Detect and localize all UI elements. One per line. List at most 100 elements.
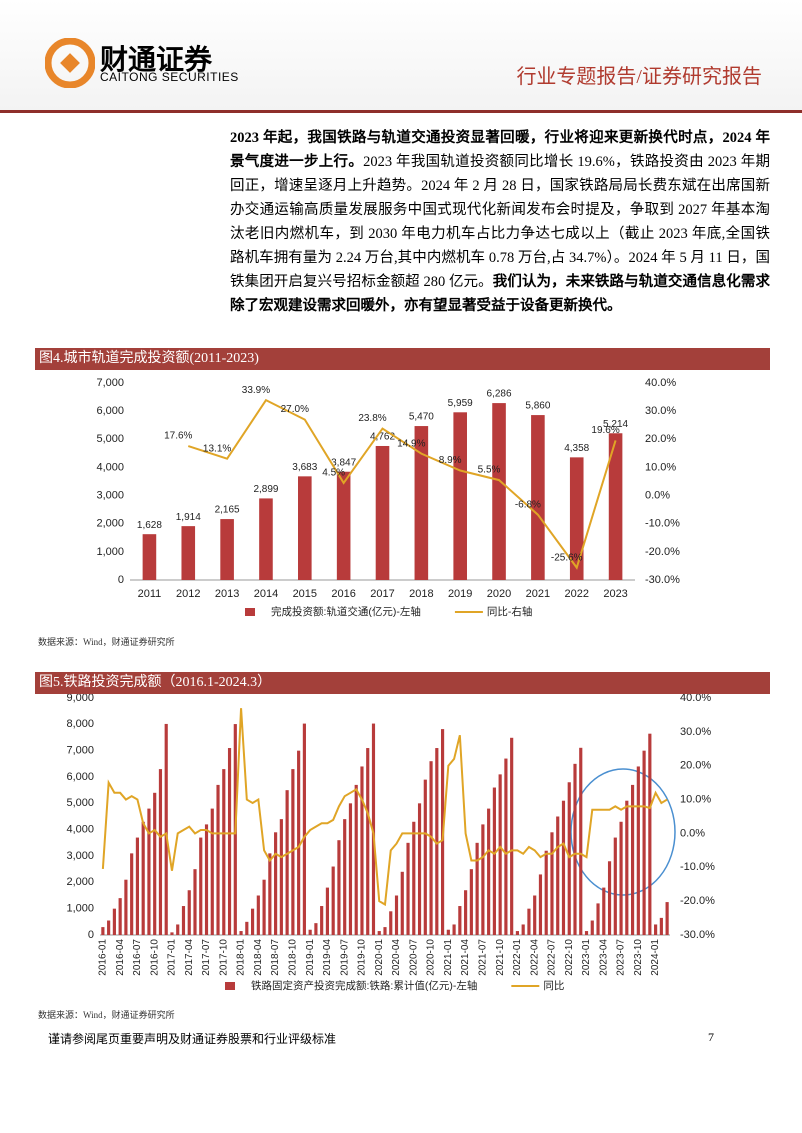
bar xyxy=(423,779,427,935)
legend-label: 铁路固定资产投资完成额:铁路:累计值(亿元)-左轴 xyxy=(251,979,477,992)
data-label: 5,860 xyxy=(525,401,550,412)
bar xyxy=(112,908,116,935)
logo-subtext: CAITONG SECURITIES xyxy=(100,70,239,84)
bar xyxy=(193,869,197,935)
x-tick-label: 2022-04 xyxy=(529,939,540,976)
bar xyxy=(268,853,272,935)
body-paragraph: 2023 年起，我国铁路与轨道交通投资显著回暖，行业将迎来更新换代时点，2024… xyxy=(230,126,770,318)
bar xyxy=(279,819,283,935)
data-label: 27.0% xyxy=(281,404,309,415)
bar xyxy=(625,800,629,935)
x-tick-label: 2024-01 xyxy=(650,939,661,976)
data-label: -6.8% xyxy=(515,499,541,510)
bar xyxy=(360,766,364,935)
x-tick-label: 2016-04 xyxy=(115,939,126,976)
bar xyxy=(654,924,658,935)
y2-tick-label: -20.0% xyxy=(645,546,680,558)
bar xyxy=(141,821,145,935)
data-label: 4,762 xyxy=(370,432,395,443)
bar xyxy=(538,874,543,935)
x-tick-label: 2018-01 xyxy=(236,939,247,976)
data-label: 3,847 xyxy=(331,457,356,468)
x-tick-label: 2020-04 xyxy=(391,939,402,976)
header-rule xyxy=(0,110,802,113)
bar xyxy=(343,819,347,935)
x-tick-label: 2019-04 xyxy=(322,939,333,976)
legend-label: 同比-右轴 xyxy=(487,605,533,618)
x-tick-label: 2020-07 xyxy=(408,939,419,976)
bar xyxy=(336,471,351,580)
bar xyxy=(412,821,416,935)
x-tick-label: 2023-10 xyxy=(633,939,644,976)
bar xyxy=(510,737,514,935)
bar xyxy=(216,784,220,935)
bar xyxy=(613,837,617,935)
text-run: 2023 年我国轨道投资额同比增长 19.6%，铁路投资由 2023 年期回正，… xyxy=(230,154,771,290)
x-tick-label: 2020-01 xyxy=(374,939,385,976)
bar xyxy=(607,861,612,935)
bar xyxy=(302,723,306,935)
bar xyxy=(608,433,623,580)
y-tick-label: 1,000 xyxy=(96,546,124,558)
x-tick-label: 2018 xyxy=(409,588,433,600)
x-tick-label: 2023-01 xyxy=(581,939,592,976)
data-label: -25.6% xyxy=(551,552,583,563)
data-label: 8.9% xyxy=(439,455,462,466)
bar xyxy=(659,917,663,935)
bar xyxy=(181,526,196,580)
legend-label: 同比 xyxy=(543,979,564,992)
x-tick-label: 2020-10 xyxy=(426,939,437,976)
bar xyxy=(648,733,652,935)
data-label: 3,683 xyxy=(292,462,317,473)
bar xyxy=(579,747,583,935)
bar xyxy=(584,931,589,935)
bar xyxy=(596,903,600,935)
bar xyxy=(158,769,163,935)
bar xyxy=(285,790,289,935)
bar xyxy=(453,412,467,580)
bar xyxy=(130,853,134,935)
data-label: 5,959 xyxy=(448,398,473,409)
x-tick-label: 2013 xyxy=(215,588,239,600)
footer-disclaimer: 谨请参阅尾页重要声明及财通证券股票和行业评级标准 xyxy=(48,1032,337,1046)
bar xyxy=(504,758,508,935)
y-tick-label: 2,000 xyxy=(66,876,94,888)
data-label: 1,914 xyxy=(176,512,201,523)
y2-tick-label: 20.0% xyxy=(645,433,676,445)
bar xyxy=(556,816,560,935)
figure-source: 数据来源：Wind，财通证券研究所 xyxy=(38,637,175,647)
x-tick-label: 2016-01 xyxy=(98,939,109,976)
bar xyxy=(527,908,531,935)
y2-tick-label: -30.0% xyxy=(645,574,680,586)
y2-tick-label: 10.0% xyxy=(645,461,676,473)
x-tick-label: 2015 xyxy=(293,588,317,600)
bar xyxy=(124,879,128,935)
bar xyxy=(429,761,433,935)
y-tick-label: 4,000 xyxy=(66,824,94,836)
bar xyxy=(314,923,318,935)
y-tick-label: 1,000 xyxy=(66,903,94,915)
x-tick-label: 2023-07 xyxy=(616,939,627,976)
y2-tick-label: 10.0% xyxy=(680,793,711,805)
y2-tick-label: 30.0% xyxy=(645,405,676,417)
data-label: 5,470 xyxy=(409,412,434,423)
y2-tick-label: -30.0% xyxy=(680,929,715,941)
bar xyxy=(446,929,450,935)
x-tick-label: 2019 xyxy=(448,588,472,600)
x-tick-label: 2019-01 xyxy=(305,939,316,976)
bar xyxy=(256,895,260,935)
bar xyxy=(199,837,203,935)
bar xyxy=(492,787,496,935)
bar xyxy=(665,902,669,935)
bar xyxy=(492,403,506,580)
bar xyxy=(308,929,312,935)
data-label: 2,899 xyxy=(253,484,278,495)
bar xyxy=(291,769,295,935)
data-label: 2,165 xyxy=(215,505,240,516)
y-tick-label: 5,000 xyxy=(96,433,124,445)
bar xyxy=(210,808,214,935)
bar xyxy=(561,800,566,935)
x-tick-label: 2021-07 xyxy=(478,939,489,976)
x-tick-label: 2017-10 xyxy=(218,939,229,976)
